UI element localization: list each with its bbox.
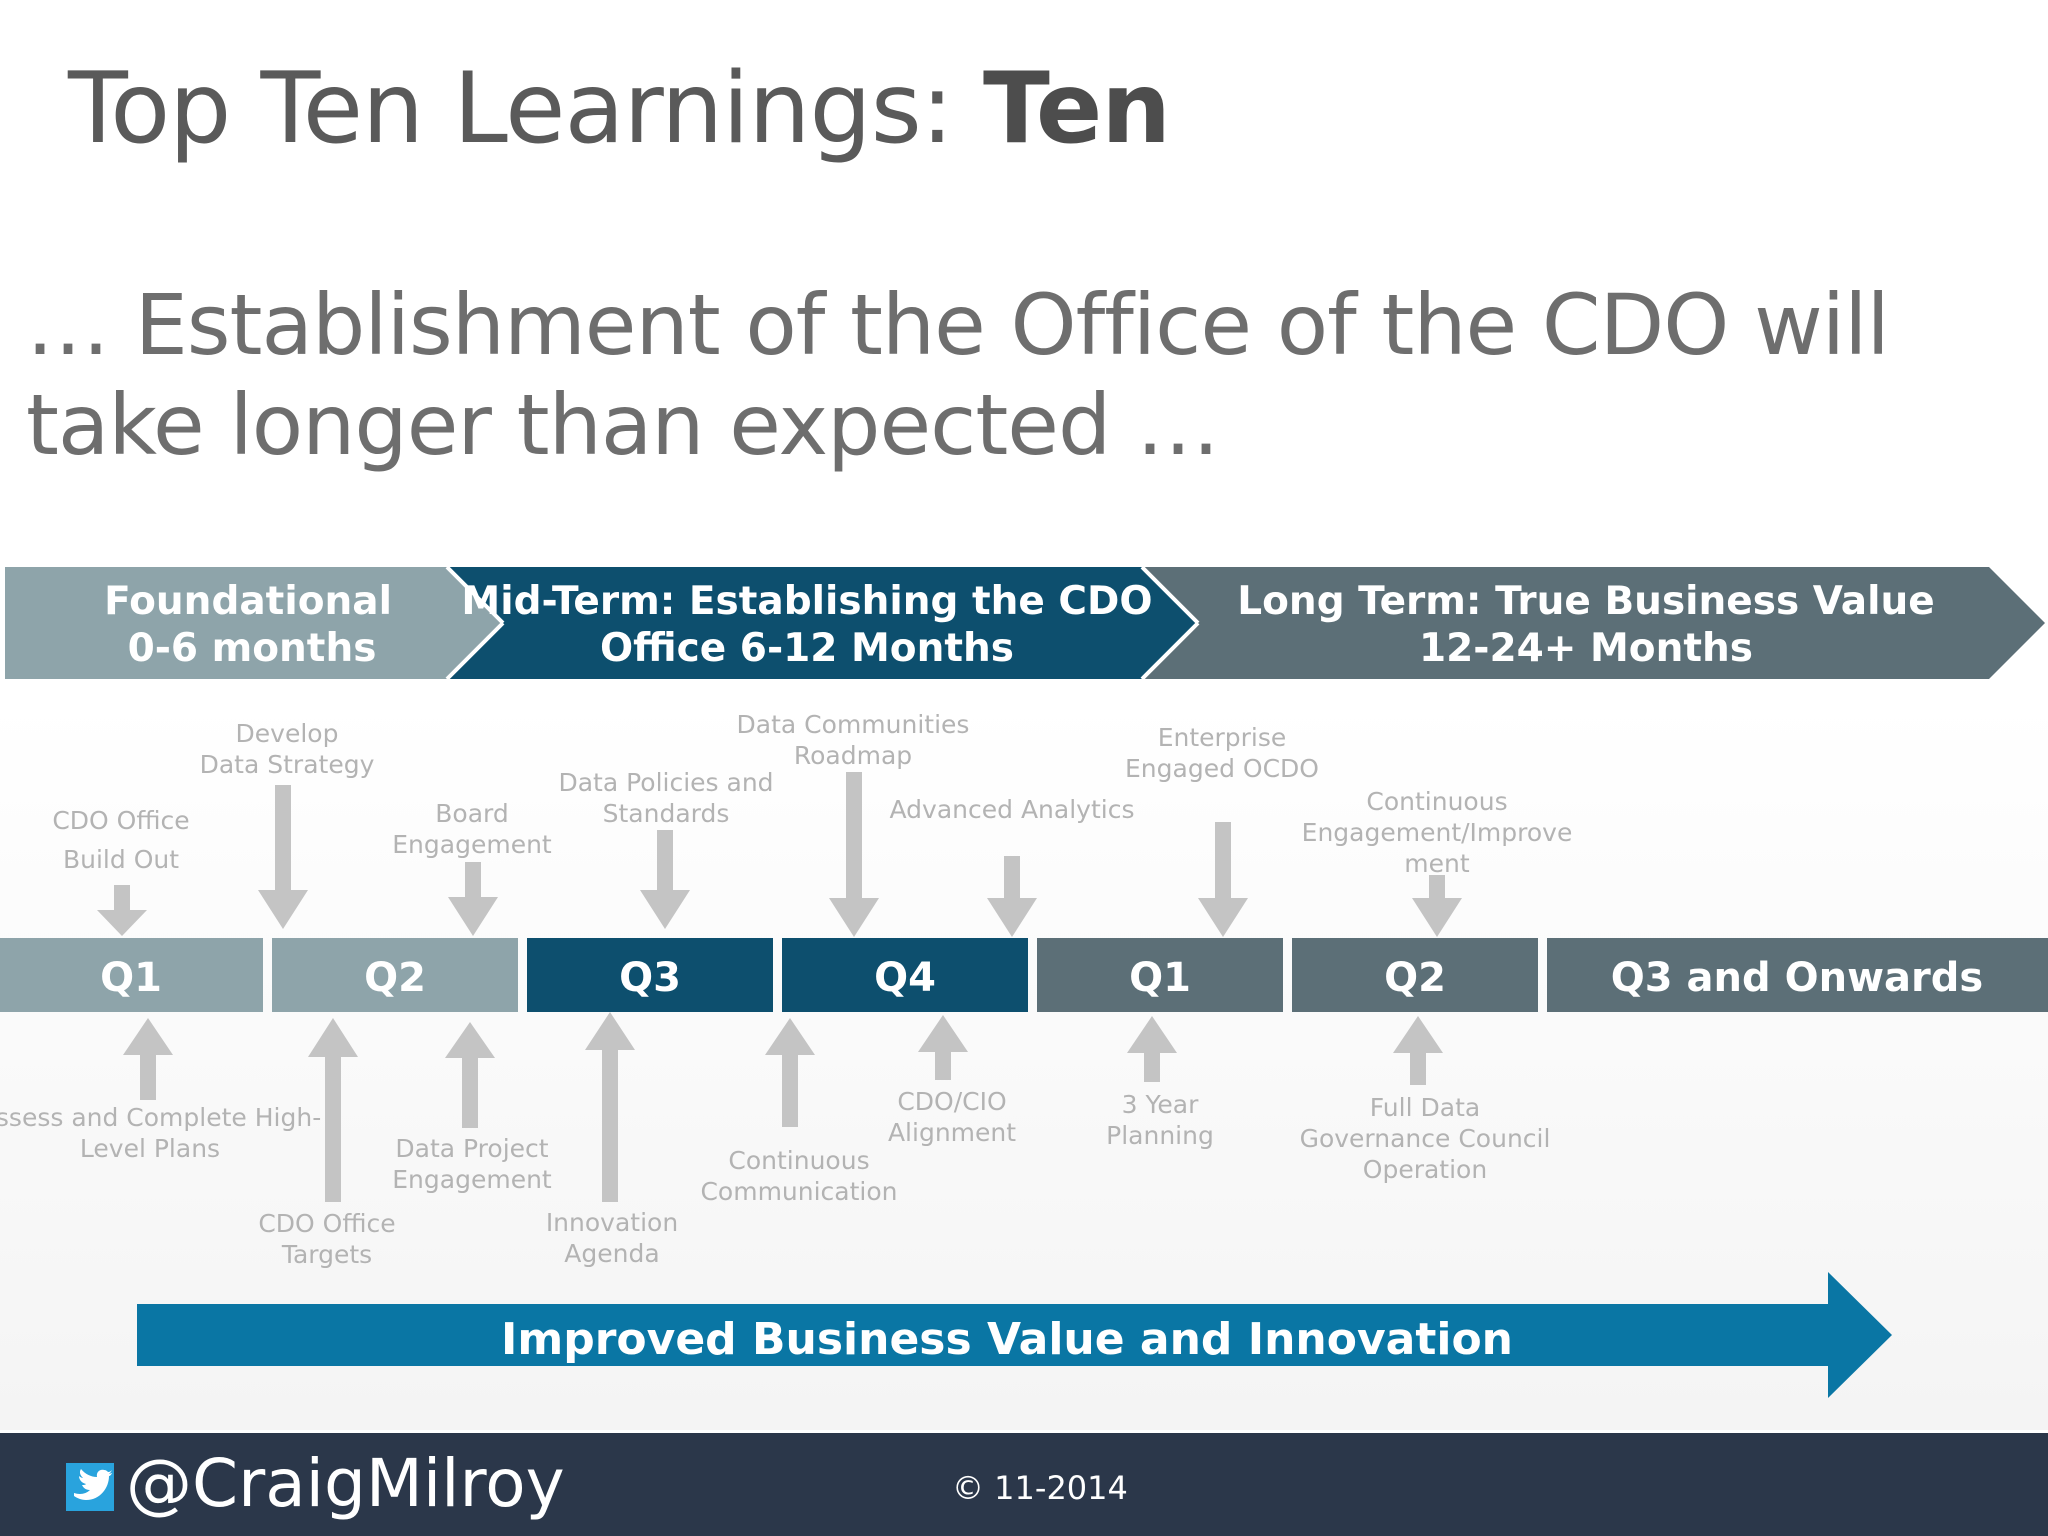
quarter-bar	[782, 938, 1028, 1012]
down-arrow-icon	[640, 830, 690, 929]
twitter-handle[interactable]: @CraigMilroy	[126, 1445, 565, 1522]
chevron-divider	[445, 565, 505, 625]
down-arrow-icon	[829, 772, 879, 937]
down-arrow-icon	[1412, 875, 1462, 937]
slide-title: Top Ten Learnings: Ten	[68, 52, 1171, 166]
up-arrow-icon	[765, 1018, 815, 1127]
quarter-label: Q1	[100, 955, 162, 1001]
phase-foundational-title: Foundational	[104, 579, 392, 624]
phase-chevron-long-term	[1142, 567, 2045, 679]
milestone-data-communities-roadmap: Data Communities Roadmap	[737, 710, 970, 770]
phase-chevron-foundational	[5, 567, 503, 679]
milestone-assess-high-level-plans: Assess and Complete High-Level Plans	[0, 1103, 321, 1163]
quarter-bar	[1037, 938, 1283, 1012]
down-arrow-icon	[97, 885, 147, 936]
up-arrow-icon	[1127, 1016, 1177, 1082]
down-arrow-icon	[258, 785, 308, 929]
milestone-advanced-analytics: Advanced Analytics	[890, 795, 1135, 824]
down-arrow-icon	[1198, 822, 1248, 937]
quarter-bar	[272, 938, 518, 1012]
quarter-bar	[527, 938, 773, 1012]
milestone-full-data-governance: Full Data Governance Council Operation	[1300, 1093, 1551, 1184]
milestone-board-engagement: Board Engagement	[392, 799, 552, 859]
up-arrow-icon	[123, 1018, 173, 1100]
chevron-divider	[1140, 621, 1200, 681]
quarter-bar	[1292, 938, 1538, 1012]
down-arrow-icon	[987, 856, 1037, 937]
quarter-label: Q1	[1129, 955, 1191, 1001]
quarter-label: Q4	[874, 955, 936, 1001]
phase-long-term-title: Long Term: True Business Value	[1237, 579, 1934, 624]
milestone-data-project-engagement: Data Project Engagement	[392, 1134, 552, 1194]
milestone-innovation-agenda: Innovation Agenda	[546, 1208, 678, 1268]
slide-title-bold: Ten	[982, 52, 1171, 166]
quarter-label: Q2	[364, 955, 426, 1001]
copyright-text: © 11-2014	[952, 1469, 1128, 1507]
phase-mid-term-title: Mid-Term: Establishing the CDO	[461, 579, 1152, 624]
up-arrow-icon	[1393, 1016, 1443, 1085]
quarter-label: Q3 and Onwards	[1611, 955, 1983, 1001]
business-value-banner-label: Improved Business Value and Innovation	[501, 1314, 1513, 1365]
quarter-label: Q3	[619, 955, 681, 1001]
quarter-bar	[1547, 938, 2048, 1012]
footer-bar: @CraigMilroy © 11-2014	[0, 1433, 2048, 1536]
milestone-cdo-office-build-out: CDO Office Build Out	[52, 806, 189, 874]
milestone-3-year-planning: 3 Year Planning	[1106, 1090, 1214, 1150]
milestone-cdo-office-targets: CDO Office Targets	[258, 1209, 395, 1269]
milestone-data-policies-standards: Data Policies and Standards	[558, 768, 773, 828]
milestone-continuous-engagement: Continuous Engagement/Improve ment	[1302, 787, 1573, 878]
phase-foundational-duration: 0-6 months	[128, 626, 377, 671]
chevron-divider	[445, 621, 505, 681]
up-arrow-icon	[308, 1018, 358, 1202]
quarter-bar	[0, 938, 263, 1012]
twitter-bird-icon[interactable]	[66, 1463, 114, 1511]
slide-title-regular: Top Ten Learnings:	[68, 52, 954, 166]
phase-mid-term-duration: Office 6-12 Months	[600, 626, 1014, 671]
phase-chevron-mid-term	[447, 567, 1198, 679]
milestone-cdo-cio-alignment: CDO/CIO Alignment	[888, 1087, 1016, 1147]
up-arrow-icon	[918, 1015, 968, 1080]
up-arrow-icon	[445, 1022, 495, 1128]
milestone-continuous-communication: Continuous Communication	[700, 1146, 897, 1206]
up-arrow-icon	[585, 1012, 635, 1202]
roadmap-diagram: Foundational 0-6 months Mid-Term: Establ…	[0, 565, 2048, 1430]
milestone-develop-data-strategy: Develop Data Strategy	[200, 719, 375, 779]
down-arrow-icon	[448, 862, 498, 936]
slide-subtitle: … Establishment of the Office of the CDO…	[26, 276, 1890, 474]
quarter-label: Q2	[1384, 955, 1446, 1001]
business-value-banner-arrow	[137, 1272, 1892, 1398]
milestone-enterprise-engaged-ocdo: Enterprise Engaged OCDO	[1125, 723, 1319, 783]
phase-long-term-duration: 12-24+ Months	[1419, 626, 1753, 671]
chevron-divider	[1140, 565, 1200, 625]
